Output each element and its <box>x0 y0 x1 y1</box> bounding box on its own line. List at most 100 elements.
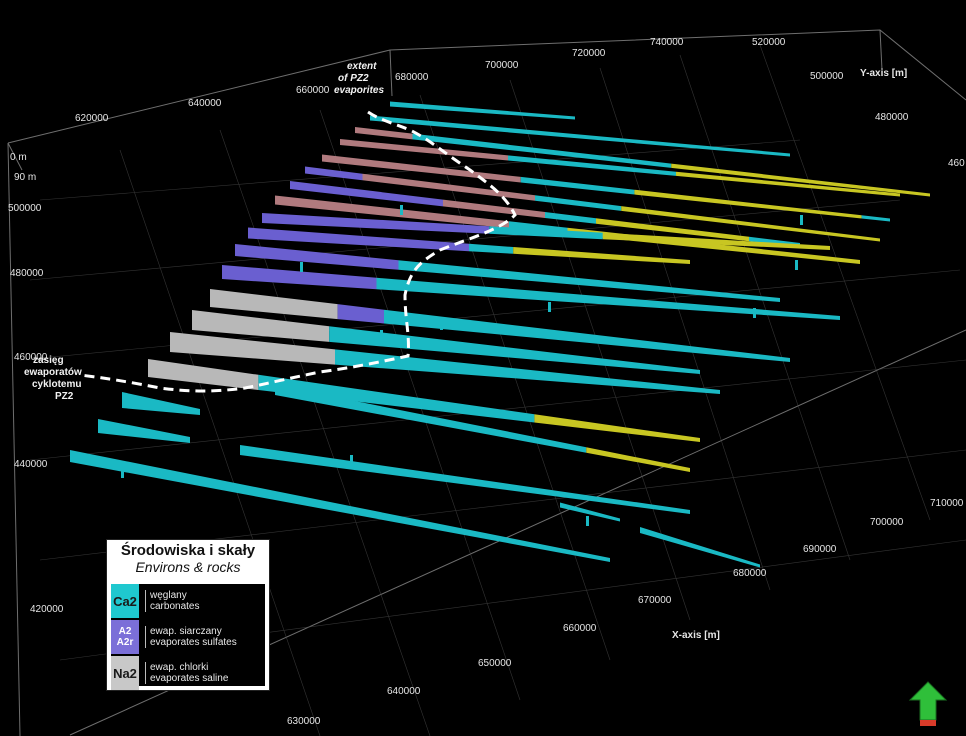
well-marker <box>440 320 443 330</box>
section-segment <box>235 244 399 270</box>
left-tick: 460000 <box>14 352 48 363</box>
well-marker <box>800 215 803 225</box>
section-segment <box>671 163 930 197</box>
section-segment <box>596 218 749 242</box>
section-segment <box>275 385 587 453</box>
y-axis-title: Y-axis [m] <box>860 68 907 79</box>
section-segment <box>170 332 335 365</box>
x-tick: 710000 <box>930 498 964 509</box>
section-segment <box>340 139 508 161</box>
grid-line <box>759 44 931 521</box>
well-marker <box>121 468 124 478</box>
section-segment <box>489 226 603 240</box>
section-segment <box>621 206 880 242</box>
annotation-line: PZ2 <box>55 391 74 402</box>
grid-line <box>599 67 771 591</box>
cross-sections <box>70 101 930 568</box>
section-segment <box>602 232 830 250</box>
section-segment <box>534 414 700 442</box>
grid-line <box>119 149 321 736</box>
section-segment <box>337 304 384 324</box>
section-segment <box>305 166 363 181</box>
annotation-line: extent <box>347 61 377 72</box>
x-tick: 690000 <box>803 544 837 555</box>
y-tick: 480000 <box>875 112 909 123</box>
top-axis-ticks: 620000 640000 660000 680000 700000 72000… <box>75 37 684 124</box>
pz2-extent-boundary <box>79 110 517 393</box>
legend-item-sulfates: A2 A2r ewap. siarczany evaporates sulfat… <box>111 620 265 654</box>
section-segment <box>210 289 338 320</box>
well-marker <box>350 455 353 465</box>
section-segment <box>384 309 790 362</box>
section-segment <box>275 195 509 229</box>
section-segment <box>258 374 535 423</box>
top-tick: 660000 <box>296 85 330 96</box>
section-segment <box>370 115 685 148</box>
annotation-line: ewaporatów <box>24 367 82 378</box>
section-segment <box>560 502 620 522</box>
legend-swatch: Na2 <box>111 656 139 690</box>
annotation-line: evaporites <box>334 85 384 96</box>
extent-label-en: extent of PZ2 evaporites <box>334 61 384 96</box>
depth-tick: 0 m <box>10 152 27 163</box>
grid-line <box>509 79 691 621</box>
well-marker <box>586 516 589 526</box>
y-tick: 520000 <box>752 37 786 48</box>
annotation-line: of PZ2 <box>338 73 369 84</box>
depth-tick: 90 m <box>14 172 36 183</box>
legend-label-en: evaporates sulfates <box>150 637 237 648</box>
section-segment <box>640 527 760 568</box>
section-segment <box>513 247 690 264</box>
legend-label-pl: ewap. chlorki <box>150 662 209 673</box>
x-tick: 660000 <box>563 623 597 634</box>
top-tick: 700000 <box>485 60 519 71</box>
extent-label-pl: zasięg ewaporatów cyklotemu PZ2 <box>24 355 82 402</box>
y-tick: 500000 <box>810 71 844 82</box>
section-segment <box>362 173 535 201</box>
section-segment <box>222 265 377 290</box>
section-segment <box>443 199 545 218</box>
section-segment <box>70 450 610 562</box>
north-arrow-icon <box>908 681 948 726</box>
well-marker <box>548 302 551 312</box>
section-segment <box>508 155 676 176</box>
section-segment <box>390 101 575 120</box>
legend-label-pl: ewap. siarczany <box>150 626 222 637</box>
legend-subtitle: Environs & rocks <box>135 559 241 575</box>
annotation-line: zasięg <box>33 355 64 366</box>
x-tick: 670000 <box>638 595 672 606</box>
bottom-axis-ticks: 630000 640000 650000 660000 670000 68000… <box>287 498 964 727</box>
section-segment <box>676 171 900 197</box>
legend-text: węglany carbonates <box>145 590 199 612</box>
top-tick: 640000 <box>188 98 222 109</box>
annotation-line: cyklotemu <box>32 379 81 390</box>
legend-code-2: A2r <box>116 637 134 648</box>
top-tick: 680000 <box>395 72 429 83</box>
y-tick: 460 <box>948 158 965 169</box>
section-segment <box>290 181 443 207</box>
left-tick: 440000 <box>14 459 48 470</box>
section-segment <box>148 359 259 390</box>
section-segment <box>861 215 890 222</box>
legend-label-en: evaporates saline <box>150 673 229 684</box>
legend-label-pl: węglany <box>150 590 187 601</box>
grid-line <box>679 54 851 561</box>
legend-item-saline: Na2 ewap. chlorki evaporates saline <box>111 656 265 690</box>
legend-text: ewap. siarczany evaporates sulfates <box>145 626 237 648</box>
top-tick: 620000 <box>75 113 109 124</box>
well-marker <box>795 260 798 270</box>
legend-text: ewap. chlorki evaporates saline <box>145 662 228 684</box>
left-tick: 420000 <box>30 604 64 615</box>
top-tick: 740000 <box>650 37 684 48</box>
x-tick: 630000 <box>287 716 321 727</box>
legend-code: A2 <box>118 626 132 637</box>
legend-swatch: Ca2 <box>111 584 139 618</box>
section-segment <box>586 447 690 472</box>
section-segment <box>322 154 521 183</box>
section-segment <box>329 326 700 374</box>
section-segment <box>376 277 840 320</box>
section-segment <box>262 213 490 234</box>
x-tick: 640000 <box>387 686 421 697</box>
legend-item-carbonates: Ca2 węglany carbonates <box>111 584 265 618</box>
